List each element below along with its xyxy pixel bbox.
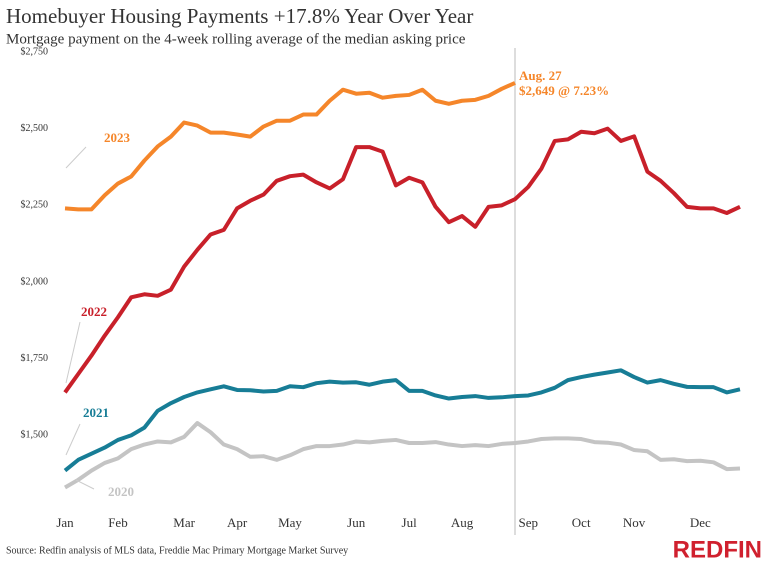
y-tick-label: $2,500: [21, 123, 49, 134]
x-tick-label: Dec: [690, 515, 711, 530]
x-tick-label: Apr: [227, 515, 248, 530]
x-tick-label: Jan: [56, 515, 74, 530]
logo: REDFIN: [673, 536, 762, 563]
x-tick-label: Sep: [518, 515, 538, 530]
x-tick-label: Jun: [347, 515, 366, 530]
x-tick-label: Oct: [572, 515, 591, 530]
series-label: 2020: [108, 484, 134, 499]
y-tick-label: $1,750: [21, 353, 49, 364]
y-tick-label: $2,750: [21, 46, 49, 57]
chart-subtitle: Mortgage payment on the 4-week rolling a…: [6, 31, 466, 47]
series-label: 2023: [104, 130, 131, 145]
x-tick-label: May: [278, 515, 302, 530]
source-note: Source: Redfin analysis of MLS data, Fre…: [6, 545, 348, 556]
annotation-date: Aug. 27: [519, 68, 562, 83]
x-tick-label: Nov: [623, 515, 646, 530]
label-leader: [65, 146, 87, 169]
series-label: 2022: [81, 304, 107, 319]
annotation-text: $2,649 @ 7.23%: [519, 83, 609, 98]
series-line: [64, 81, 516, 212]
chart-title: Homebuyer Housing Payments +17.8% Year O…: [6, 4, 473, 28]
series-line: [63, 126, 741, 394]
y-tick-label: $2,250: [21, 200, 49, 211]
x-tick-label: Jul: [402, 515, 418, 530]
series-line: [63, 421, 741, 490]
x-tick-label: Aug: [451, 515, 474, 530]
series-label: 2021: [83, 405, 109, 420]
label-leader: [65, 423, 81, 456]
x-tick-label: Mar: [173, 515, 195, 530]
series-line: [63, 368, 741, 473]
y-tick-label: $2,000: [21, 276, 49, 287]
y-tick-label: $1,500: [21, 430, 49, 441]
label-leader: [65, 321, 81, 384]
label-leader: [75, 479, 95, 490]
x-tick-label: Feb: [108, 515, 128, 530]
